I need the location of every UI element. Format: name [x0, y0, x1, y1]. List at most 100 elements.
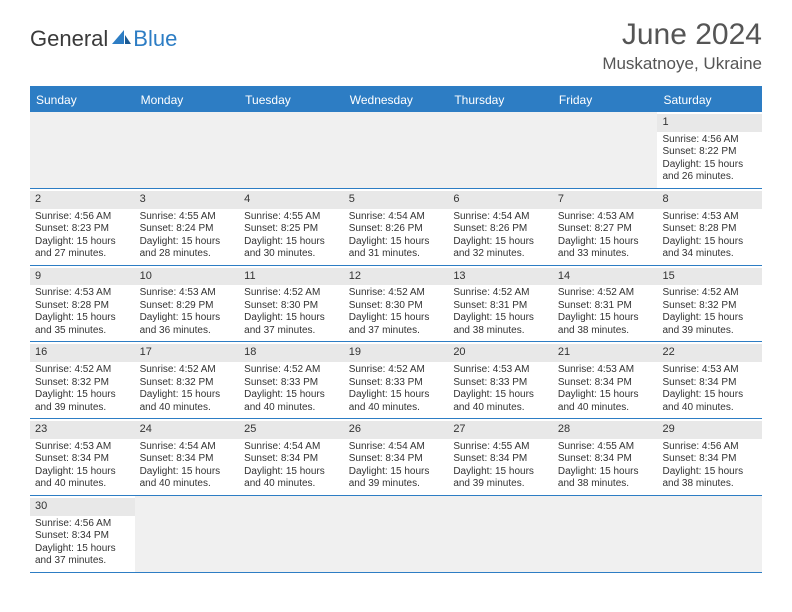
calendar-cell: 13Sunrise: 4:52 AMSunset: 8:31 PMDayligh…	[448, 266, 553, 342]
calendar-week: 30Sunrise: 4:56 AMSunset: 8:34 PMDayligh…	[30, 496, 762, 573]
logo-text-1: General	[30, 26, 108, 52]
cell-text: Sunrise: 4:54 AM	[349, 211, 444, 224]
cell-text: Sunset: 8:28 PM	[35, 300, 130, 313]
day-number: 14	[553, 268, 658, 286]
day-header-wednesday: Wednesday	[344, 88, 449, 112]
cell-text: and 28 minutes.	[140, 248, 235, 261]
cell-text: and 39 minutes.	[453, 478, 548, 491]
day-number: 29	[657, 421, 762, 439]
location-label: Muskatnoye, Ukraine	[602, 54, 762, 74]
cell-text: and 40 minutes.	[558, 402, 653, 415]
calendar-cell: 27Sunrise: 4:55 AMSunset: 8:34 PMDayligh…	[448, 419, 553, 495]
cell-text: Sunset: 8:26 PM	[453, 223, 548, 236]
cell-text: and 40 minutes.	[244, 402, 339, 415]
cell-text: Daylight: 15 hours	[349, 466, 444, 479]
day-number: 3	[135, 191, 240, 209]
cell-text: Daylight: 15 hours	[244, 389, 339, 402]
cell-text: Sunset: 8:26 PM	[349, 223, 444, 236]
cell-text: Daylight: 15 hours	[662, 312, 757, 325]
cell-text: Daylight: 15 hours	[558, 236, 653, 249]
cell-text: and 38 minutes.	[662, 478, 757, 491]
cell-text: and 39 minutes.	[662, 325, 757, 338]
day-number: 26	[344, 421, 449, 439]
cell-text: Daylight: 15 hours	[558, 389, 653, 402]
calendar-cell	[30, 112, 135, 188]
cell-text: Daylight: 15 hours	[244, 236, 339, 249]
calendar-cell	[448, 112, 553, 188]
day-number: 1	[657, 114, 762, 132]
cell-text: Daylight: 15 hours	[453, 236, 548, 249]
calendar-cell: 3Sunrise: 4:55 AMSunset: 8:24 PMDaylight…	[135, 189, 240, 265]
cell-text: Daylight: 15 hours	[662, 159, 757, 172]
day-number: 30	[30, 498, 135, 516]
calendar-cell: 30Sunrise: 4:56 AMSunset: 8:34 PMDayligh…	[30, 496, 135, 572]
calendar-cell: 5 Sunrise: 4:54 AMSunset: 8:26 PMDaylight…	[344, 189, 449, 265]
cell-text: Daylight: 15 hours	[453, 312, 548, 325]
day-number: 18	[239, 344, 344, 362]
cell-text: Sunrise: 4:53 AM	[35, 441, 130, 454]
day-header-saturday: Saturday	[657, 88, 762, 112]
cell-text: Sunrise: 4:53 AM	[453, 364, 548, 377]
cell-text: Sunrise: 4:54 AM	[453, 211, 548, 224]
cell-text: Sunset: 8:24 PM	[140, 223, 235, 236]
calendar-cell	[239, 112, 344, 188]
cell-text: Sunset: 8:34 PM	[662, 377, 757, 390]
cell-text: and 30 minutes.	[244, 248, 339, 261]
cell-text: Daylight: 15 hours	[349, 312, 444, 325]
cell-text: Sunrise: 4:53 AM	[140, 287, 235, 300]
cell-text: and 40 minutes.	[453, 402, 548, 415]
calendar-cell: 29Sunrise: 4:56 AMSunset: 8:34 PMDayligh…	[657, 419, 762, 495]
cell-text: Sunrise: 4:52 AM	[453, 287, 548, 300]
cell-text: Sunrise: 4:55 AM	[244, 211, 339, 224]
cell-text: and 26 minutes.	[662, 171, 757, 184]
cell-text: Daylight: 15 hours	[349, 389, 444, 402]
cell-text: Sunset: 8:33 PM	[349, 377, 444, 390]
cell-text: Daylight: 15 hours	[244, 312, 339, 325]
calendar-cell: 21Sunrise: 4:53 AMSunset: 8:34 PMDayligh…	[553, 342, 658, 418]
day-number: 4	[239, 191, 344, 209]
calendar-cell	[448, 496, 553, 572]
calendar-cell: 18Sunrise: 4:52 AMSunset: 8:33 PMDayligh…	[239, 342, 344, 418]
cell-text: Sunset: 8:34 PM	[35, 530, 130, 543]
cell-text: Sunset: 8:32 PM	[140, 377, 235, 390]
cell-text: Daylight: 15 hours	[349, 236, 444, 249]
cell-text: Sunrise: 4:53 AM	[662, 364, 757, 377]
cell-text: Daylight: 15 hours	[140, 312, 235, 325]
logo: General Blue	[30, 26, 177, 52]
cell-text: Sunset: 8:32 PM	[662, 300, 757, 313]
cell-text: and 36 minutes.	[140, 325, 235, 338]
calendar-week: 2Sunrise: 4:56 AMSunset: 8:23 PMDaylight…	[30, 189, 762, 266]
calendar-cell	[344, 496, 449, 572]
cell-text: Daylight: 15 hours	[453, 389, 548, 402]
day-number: 10	[135, 268, 240, 286]
calendar-cell: 2Sunrise: 4:56 AMSunset: 8:23 PMDaylight…	[30, 189, 135, 265]
cell-text: Sunset: 8:34 PM	[558, 453, 653, 466]
page-header: General Blue June 2024 Muskatnoye, Ukrai…	[0, 0, 792, 80]
title-block: June 2024 Muskatnoye, Ukraine	[602, 18, 762, 74]
calendar-cell: 24Sunrise: 4:54 AMSunset: 8:34 PMDayligh…	[135, 419, 240, 495]
calendar-cell: 10Sunrise: 4:53 AMSunset: 8:29 PMDayligh…	[135, 266, 240, 342]
cell-text: and 33 minutes.	[558, 248, 653, 261]
day-number: 17	[135, 344, 240, 362]
cell-text: and 37 minutes.	[35, 555, 130, 568]
cell-text: Sunrise: 4:52 AM	[662, 287, 757, 300]
cell-text: Sunset: 8:34 PM	[349, 453, 444, 466]
calendar-cell: 17Sunrise: 4:52 AMSunset: 8:32 PMDayligh…	[135, 342, 240, 418]
cell-text: Daylight: 15 hours	[35, 236, 130, 249]
cell-text: and 34 minutes.	[662, 248, 757, 261]
calendar-cell: 19Sunrise: 4:52 AMSunset: 8:33 PMDayligh…	[344, 342, 449, 418]
cell-text: Sunset: 8:34 PM	[662, 453, 757, 466]
calendar-cell: 23Sunrise: 4:53 AMSunset: 8:34 PMDayligh…	[30, 419, 135, 495]
cell-text: Daylight: 15 hours	[140, 389, 235, 402]
calendar-cell	[135, 112, 240, 188]
calendar-cell: 25Sunrise: 4:54 AMSunset: 8:34 PMDayligh…	[239, 419, 344, 495]
cell-text: Sunrise: 4:54 AM	[349, 441, 444, 454]
day-header-sunday: Sunday	[30, 88, 135, 112]
calendar-cell: 22Sunrise: 4:53 AMSunset: 8:34 PMDayligh…	[657, 342, 762, 418]
calendar-cell	[344, 112, 449, 188]
cell-text: and 40 minutes.	[140, 478, 235, 491]
day-number: 5	[344, 191, 449, 209]
day-header-row: Sunday Monday Tuesday Wednesday Thursday…	[30, 88, 762, 112]
cell-text: and 38 minutes.	[558, 325, 653, 338]
day-number: 13	[448, 268, 553, 286]
